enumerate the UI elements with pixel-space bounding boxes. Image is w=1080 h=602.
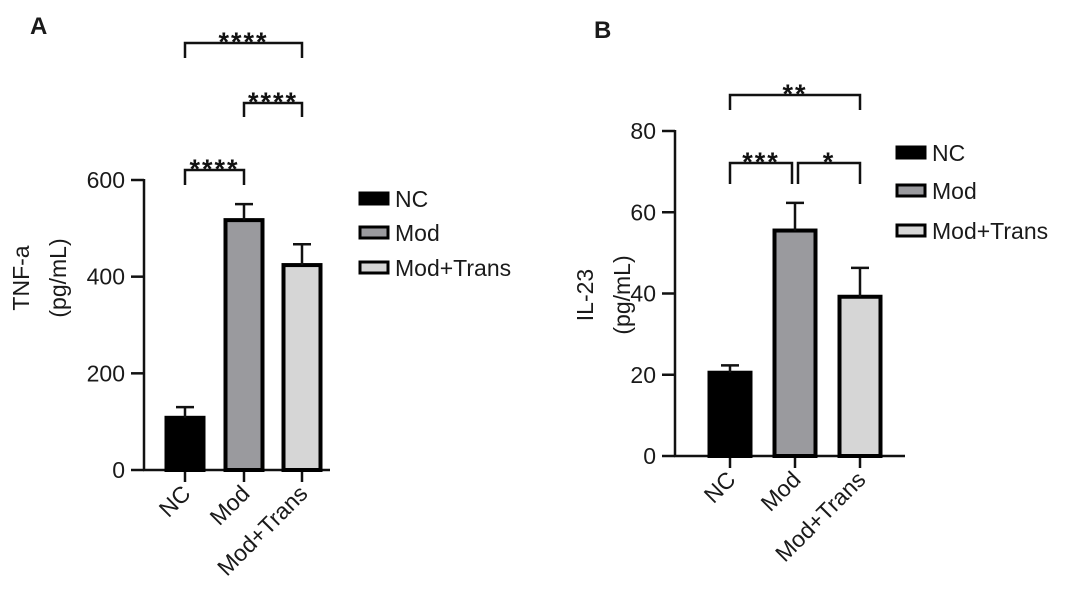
panel-a-x-tick-label-nc: NC [154,480,196,522]
panel-a-y-tick-label: 0 [112,457,125,483]
panel-a-bars [164,218,323,473]
panel-b-significance-mod-vs-mod-plus-trans: * [823,147,836,177]
panel-b-legend-swatch-mod-plus-trans [895,223,927,238]
panel-a-ylabel-line2: (pg/mL) [45,238,71,317]
panel-b-letter: B [594,17,611,44]
panel-b-significance-nc-vs-mod: *** [742,147,780,177]
panel-a-y-tick-label: 200 [87,360,125,386]
panel-b-legend-label-nc: NC [932,140,965,166]
panel-b-x-tick-label-nc: NC [699,466,741,508]
panel-b-bracket-nc-vs-mod [728,161,794,184]
panel-b-y-tick-label: 80 [630,118,656,144]
panel-a-significance-brackets: **** **** **** [183,27,304,185]
panel-b-y-tick-label: 40 [630,281,656,307]
panel-a-significance-nc-vs-mod: **** [189,154,239,184]
panel-b-y-axis-title: IL-23 (pg/mL) [572,255,635,334]
panel-a-letter: A [30,13,47,40]
panel-b-legend-label-mod-plus-trans: Mod+Trans [932,218,1048,244]
panel-a-bar-nc [164,415,206,472]
panel-a-legend-swatch-nc [358,191,390,206]
panel-b-legend-swatch-nc [895,145,927,160]
panel-a-legend-label-mod: Mod [395,220,440,246]
panel-b-y-tick-label: 20 [630,362,656,388]
panel-b-bar-mod [772,228,818,458]
panel-a-legend: NC Mod Mod+Trans [358,186,511,281]
panel-a-significance-mod-vs-mod-plus-trans: **** [248,87,298,117]
panel-b-y-tick-label: 60 [630,199,656,225]
panel-a-legend-label-nc: NC [395,186,428,212]
panel-a-bar-mod-plus-trans [281,263,323,473]
panel-a-bracket-nc-vs-mod [183,168,246,185]
panel-b-significance-brackets: *** *** [728,79,862,184]
panel-b-y-tick-label: 0 [643,443,656,469]
panel-b-significance-nc-vs-mod-plus-trans: ** [782,79,807,109]
panel-a-legend-label-mod-plus-trans: Mod+Trans [395,255,511,281]
panel-a-legend-swatch-mod-plus-trans [358,260,390,275]
panel-b-legend: NC Mod Mod+Trans [895,140,1048,244]
panel-a-bracket-mod-vs-mod-plus-trans [242,101,304,117]
panel-a-bar-mod [223,218,265,472]
panel-b-x-tick-label-mod: Mod [756,466,806,516]
panel-b-bracket-mod-vs-mod-plus-trans [796,161,862,184]
panel-a-bracket-nc-vs-mod-plus-trans [183,41,304,58]
panel-b-bracket-nc-vs-mod-plus-trans [728,93,862,110]
panel-a-significance-nc-vs-mod-plus-trans: **** [218,27,268,57]
panel-b-legend-label-mod: Mod [932,178,977,204]
panel-a-x-tick-label-mod: Mod [205,480,255,530]
panel-b-legend-swatch-mod [895,183,927,198]
panel-a-y-tick-label: 400 [87,264,125,290]
panel-a-error-bars [176,202,311,418]
panel-a-legend-swatch-mod [358,225,390,240]
panel-b-bars [707,228,883,458]
panel-b-ylabel-line1: IL-23 [572,269,598,321]
panel-a-y-tick-label: 600 [87,167,125,193]
panel-a-y-axis-title: TNF-a (pg/mL) [8,238,71,317]
panel-b-ylabel-line2: (pg/mL) [609,255,635,334]
panel-a-ylabel-line1: TNF-a [8,245,34,310]
panel-b-bar-nc [707,370,753,458]
panel-b-error-bars [721,201,869,373]
panel-b-bar-mod-plus-trans [837,294,883,458]
